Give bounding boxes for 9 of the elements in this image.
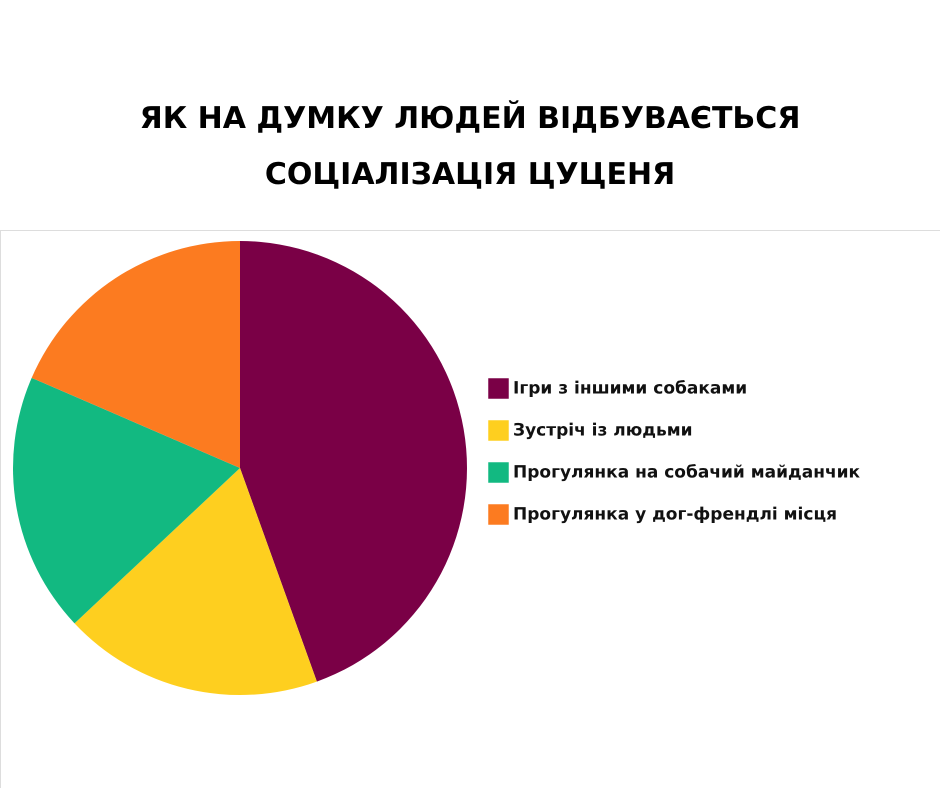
- pie-slice: [74, 468, 317, 695]
- pie-slice: [240, 241, 467, 682]
- pie-slice: [13, 378, 240, 624]
- pie-slice: [32, 241, 240, 468]
- legend-label: Прогулянка на собачий майданчик: [513, 462, 861, 482]
- chart-title: ЯК НА ДУМКУ ЛЮДЕЙ ВІДБУВАЄТЬСЯ СОЦІАЛІЗАЦІЯ ЦУЦЕНЯ: [140, 100, 800, 192]
- legend-label: Прогулянка у дог-френдлі місця: [513, 504, 837, 524]
- legend-label: Зустріч із людьми: [513, 420, 693, 440]
- legend-label: Ігри з іншими собаками: [513, 378, 748, 398]
